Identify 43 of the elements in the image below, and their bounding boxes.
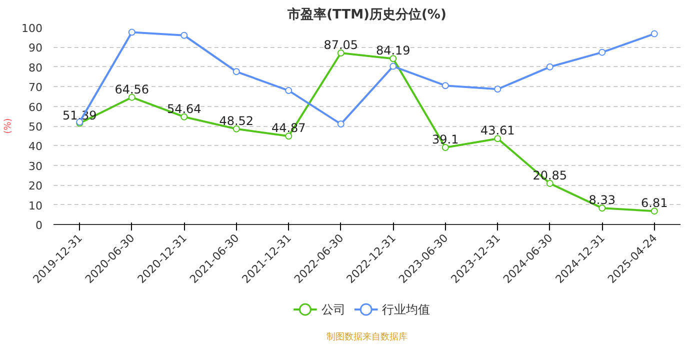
y-tick-label: 50 (28, 120, 43, 134)
y-tick-label: 70 (28, 81, 43, 94)
y-tick-label: 40 (28, 140, 43, 154)
y-tick-label: 0 (36, 219, 42, 232)
point (232, 68, 240, 76)
point (337, 120, 344, 128)
legend-label: 公司 (321, 302, 346, 316)
point (494, 86, 502, 93)
data-label: 48.52 (219, 114, 254, 128)
y-tick-label: 90 (28, 42, 43, 55)
point (180, 113, 188, 120)
point (285, 87, 292, 94)
point (598, 204, 606, 212)
point (232, 125, 240, 132)
point (337, 50, 344, 57)
y-tick-label: 10 (28, 199, 43, 212)
point (650, 208, 658, 215)
point (128, 28, 136, 36)
point (546, 63, 554, 70)
point (128, 94, 136, 101)
point (390, 55, 397, 62)
point (650, 30, 658, 38)
y-axis-title: (%) (4, 118, 14, 134)
y-tick-label: 60 (28, 100, 43, 114)
y-tick-label: 100 (22, 22, 43, 35)
text: 制图数据来自数据库 (326, 332, 408, 342)
data-label: 64.56 (114, 82, 150, 96)
point (494, 135, 502, 142)
data-label: 54.64 (166, 102, 202, 116)
data-label: 87.05 (324, 38, 358, 52)
point (390, 62, 397, 70)
data-label: 84.19 (376, 44, 410, 58)
legend-label: 行业均值 (382, 302, 430, 316)
point (180, 32, 188, 39)
chart-title: 市盈率(TTM)历史分位(%) (286, 6, 446, 22)
data-label: 6.81 (641, 196, 668, 210)
data-label: 8.33 (588, 193, 616, 208)
point (442, 82, 449, 90)
data-label: 43.61 (480, 124, 515, 138)
point (598, 48, 606, 56)
y-tick-label: 20 (28, 180, 43, 193)
y-tick-label: 80 (28, 61, 43, 74)
y-tick-label: 30 (28, 160, 43, 173)
